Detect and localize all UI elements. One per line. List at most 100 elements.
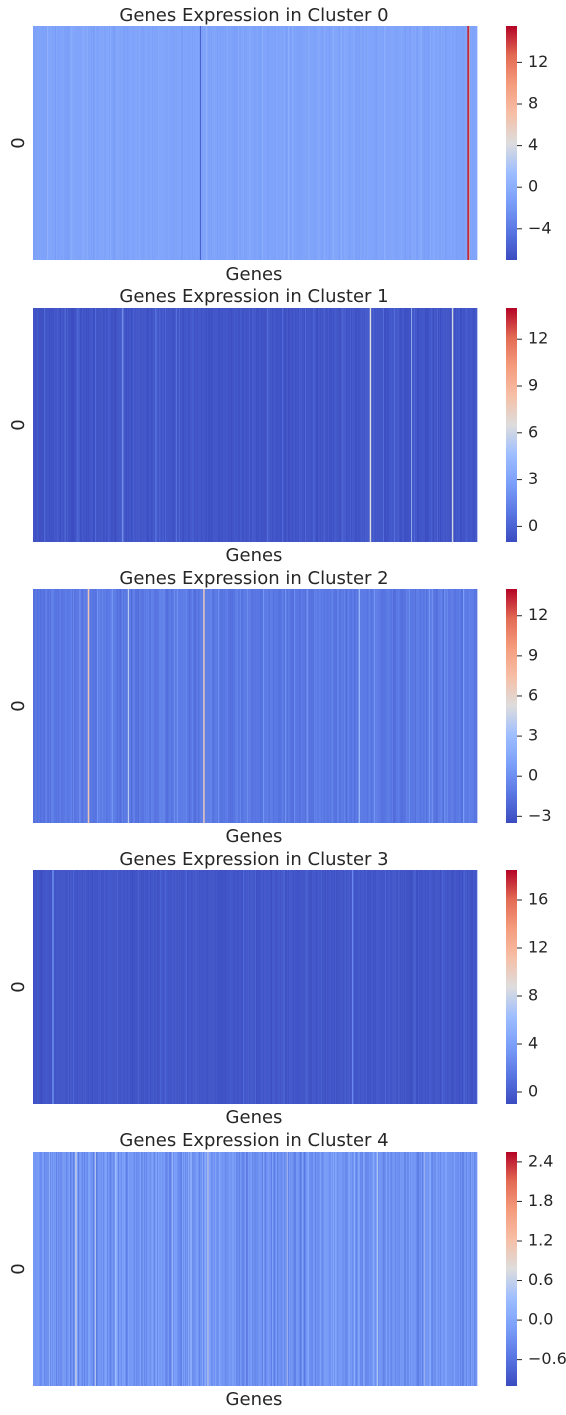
heatmap-cell [462, 589, 464, 823]
heatmap-cell [65, 870, 67, 1104]
heatmap-cell [269, 26, 271, 260]
heatmap-cell [417, 1152, 419, 1386]
heatmap-cell [360, 870, 362, 1104]
heatmap-cell [388, 1152, 390, 1386]
heatmap-cell [146, 308, 149, 542]
heatmap-cell [263, 308, 265, 542]
heatmap-cell [383, 870, 385, 1104]
heatmap-cell [183, 1152, 185, 1386]
heatmap-cell [445, 26, 448, 260]
heatmap-cell [132, 308, 134, 542]
heatmap-cell [223, 26, 226, 260]
heatmap-cell [78, 589, 80, 823]
heatmap-cell [205, 308, 207, 542]
heatmap-cell [238, 26, 240, 260]
heatmap-cell [434, 26, 436, 260]
heatmap-cell [414, 870, 416, 1104]
heatmap-cell [271, 1152, 273, 1386]
heatmap-cell [274, 26, 276, 260]
heatmap-cell [329, 1152, 331, 1386]
heatmap-cell [231, 308, 233, 542]
heatmap-cell [415, 1152, 417, 1386]
heatmap-cell [365, 1152, 367, 1386]
heatmap-cell [93, 308, 95, 542]
heatmap-panel-0: Genes Expression in Cluster 0 Genes 0 −4… [8, 5, 552, 285]
heatmap-cell [117, 589, 119, 823]
heatmap-cell [410, 1152, 412, 1386]
heatmap-cell [37, 26, 39, 260]
heatmap-cell [240, 870, 242, 1104]
heatmap-cell [140, 870, 142, 1104]
heatmap-cell [191, 26, 193, 260]
heatmap-cell [309, 308, 311, 542]
heatmap-cell [168, 589, 170, 823]
heatmap-cell [466, 589, 468, 823]
heatmap-cell [398, 589, 400, 823]
heatmap-cell [119, 26, 121, 260]
heatmap-cell [413, 26, 415, 260]
heatmap-cell [93, 589, 95, 823]
heatmap-cell [198, 589, 200, 823]
heatmap-cell [107, 26, 109, 260]
heatmap-cell [410, 26, 412, 260]
heatmap-cell [468, 308, 470, 542]
heatmap-cell [283, 308, 285, 542]
heatmap-cell [107, 1152, 109, 1386]
heatmap-cell [263, 870, 265, 1104]
heatmap-cell [214, 1152, 216, 1386]
heatmap-cell [73, 1152, 75, 1386]
heatmap-cell [268, 1152, 270, 1386]
heatmap-cell [202, 589, 204, 823]
heatmap-cell [323, 589, 325, 823]
heatmap-cell [346, 26, 348, 260]
y-tick-label: 0 [8, 981, 29, 992]
heatmap-cell [165, 870, 167, 1104]
heatmap-cell [144, 589, 146, 823]
heatmap-cell [237, 308, 240, 542]
heatmap-cell [109, 308, 111, 542]
heatmap-cell [331, 308, 334, 542]
heatmap-cell [243, 26, 245, 260]
heatmap-cell [91, 589, 93, 823]
heatmap-cell [382, 308, 384, 542]
heatmap-cell [473, 26, 475, 260]
heatmap-cell [45, 308, 47, 542]
heatmap-cell [118, 1152, 120, 1386]
heatmap-cell [141, 589, 143, 823]
heatmap-cell [372, 26, 374, 260]
heatmap-cell [126, 1152, 129, 1386]
heatmap-cell [371, 1152, 373, 1386]
heatmap-cell [129, 870, 132, 1104]
heatmap-cell [311, 26, 314, 260]
heatmap-cell [155, 589, 157, 823]
heatmap-cell [202, 1152, 204, 1386]
heatmap-cell [192, 308, 194, 542]
heatmap-cell [60, 1152, 62, 1386]
heatmap-cell [232, 589, 234, 823]
heatmap-cell [237, 870, 239, 1104]
heatmap-cell [330, 870, 332, 1104]
heatmap-cell [370, 26, 372, 260]
heatmap-cell [303, 26, 305, 260]
heatmap-cell [337, 870, 339, 1104]
heatmap-cell [320, 1152, 322, 1386]
heatmap-cell [260, 870, 263, 1104]
heatmap-cell [419, 870, 421, 1104]
heatmap-cell [226, 308, 228, 542]
heatmap-cell [457, 870, 459, 1104]
heatmap-cell [87, 26, 89, 260]
heatmap-cell [438, 1152, 440, 1386]
heatmap-cell [425, 589, 428, 823]
heatmap-cell [407, 589, 409, 823]
heatmap-cell [146, 1152, 149, 1386]
heatmap-cell [44, 589, 46, 823]
heatmap-cell [149, 589, 152, 823]
heatmap-cell [215, 589, 217, 823]
heatmap-cell [91, 308, 93, 542]
heatmap-cell [40, 870, 42, 1104]
heatmap-cell [373, 870, 375, 1104]
heatmap-cell [133, 589, 135, 823]
heatmap-cell [178, 589, 180, 823]
heatmap-cell [226, 589, 228, 823]
heatmap-cell [185, 870, 187, 1104]
